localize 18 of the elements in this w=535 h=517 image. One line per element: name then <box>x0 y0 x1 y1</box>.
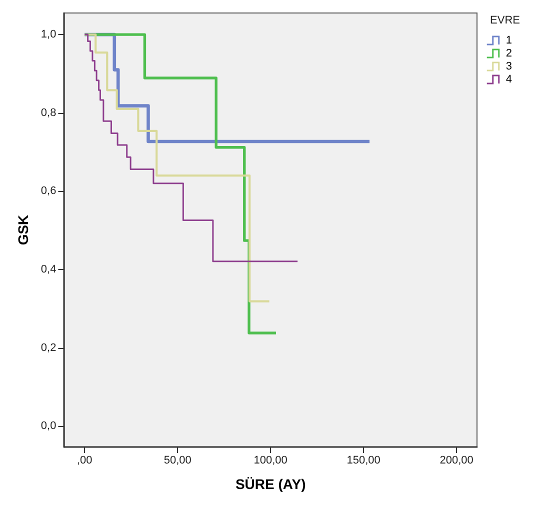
legend-label: 3 <box>506 60 512 72</box>
legend-label: 1 <box>506 34 512 46</box>
y-tick-label: 0,8 <box>40 106 56 119</box>
y-tick-label: 0,0 <box>40 420 56 432</box>
y-tick-label: 0,2 <box>40 342 56 354</box>
x-tick-label: ,00 <box>77 454 92 466</box>
x-tick-label: 100,00 <box>254 454 288 466</box>
legend-label: 4 <box>506 74 512 86</box>
y-tick-label: 0,4 <box>40 264 56 276</box>
x-tick-label: 50,00 <box>164 454 192 466</box>
y-tick-label: 1,0 <box>40 28 56 41</box>
x-tick-label: 200,00 <box>440 454 474 466</box>
legend-title: EVRE <box>490 14 520 26</box>
x-axis-title: SÜRE (AY) <box>235 476 306 492</box>
y-axis-title: GSK <box>15 214 31 246</box>
x-tick-label: 150,00 <box>346 454 380 466</box>
y-tick-label: 0,6 <box>40 185 56 198</box>
legend-label: 2 <box>506 48 512 60</box>
